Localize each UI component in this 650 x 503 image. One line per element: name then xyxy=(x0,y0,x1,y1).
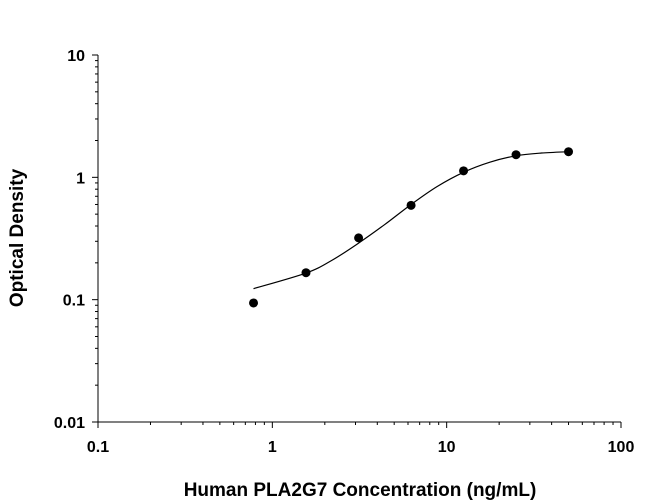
data-point xyxy=(249,298,259,308)
axes xyxy=(92,54,622,428)
y-tick-label: 0.1 xyxy=(63,293,85,310)
x-tick-label: 0.1 xyxy=(87,439,109,456)
y-tick-label: 10 xyxy=(67,48,85,65)
y-tick-label: 0.01 xyxy=(54,415,85,432)
data-points xyxy=(249,147,574,308)
data-point xyxy=(511,150,521,160)
data-point xyxy=(354,233,364,243)
data-point xyxy=(406,200,416,210)
data-point xyxy=(459,166,469,176)
data-point xyxy=(301,268,311,278)
x-tick-label: 10 xyxy=(438,439,456,456)
data-point xyxy=(564,147,574,157)
x-tick-label: 1 xyxy=(268,439,277,456)
y-axis-label: Optical Density xyxy=(7,168,28,307)
y-tick-label: 1 xyxy=(76,170,85,187)
fit-curve xyxy=(253,151,569,290)
x-axis-label: Human PLA2G7 Concentration (ng/mL) xyxy=(184,480,537,501)
x-tick-label: 100 xyxy=(608,439,635,456)
